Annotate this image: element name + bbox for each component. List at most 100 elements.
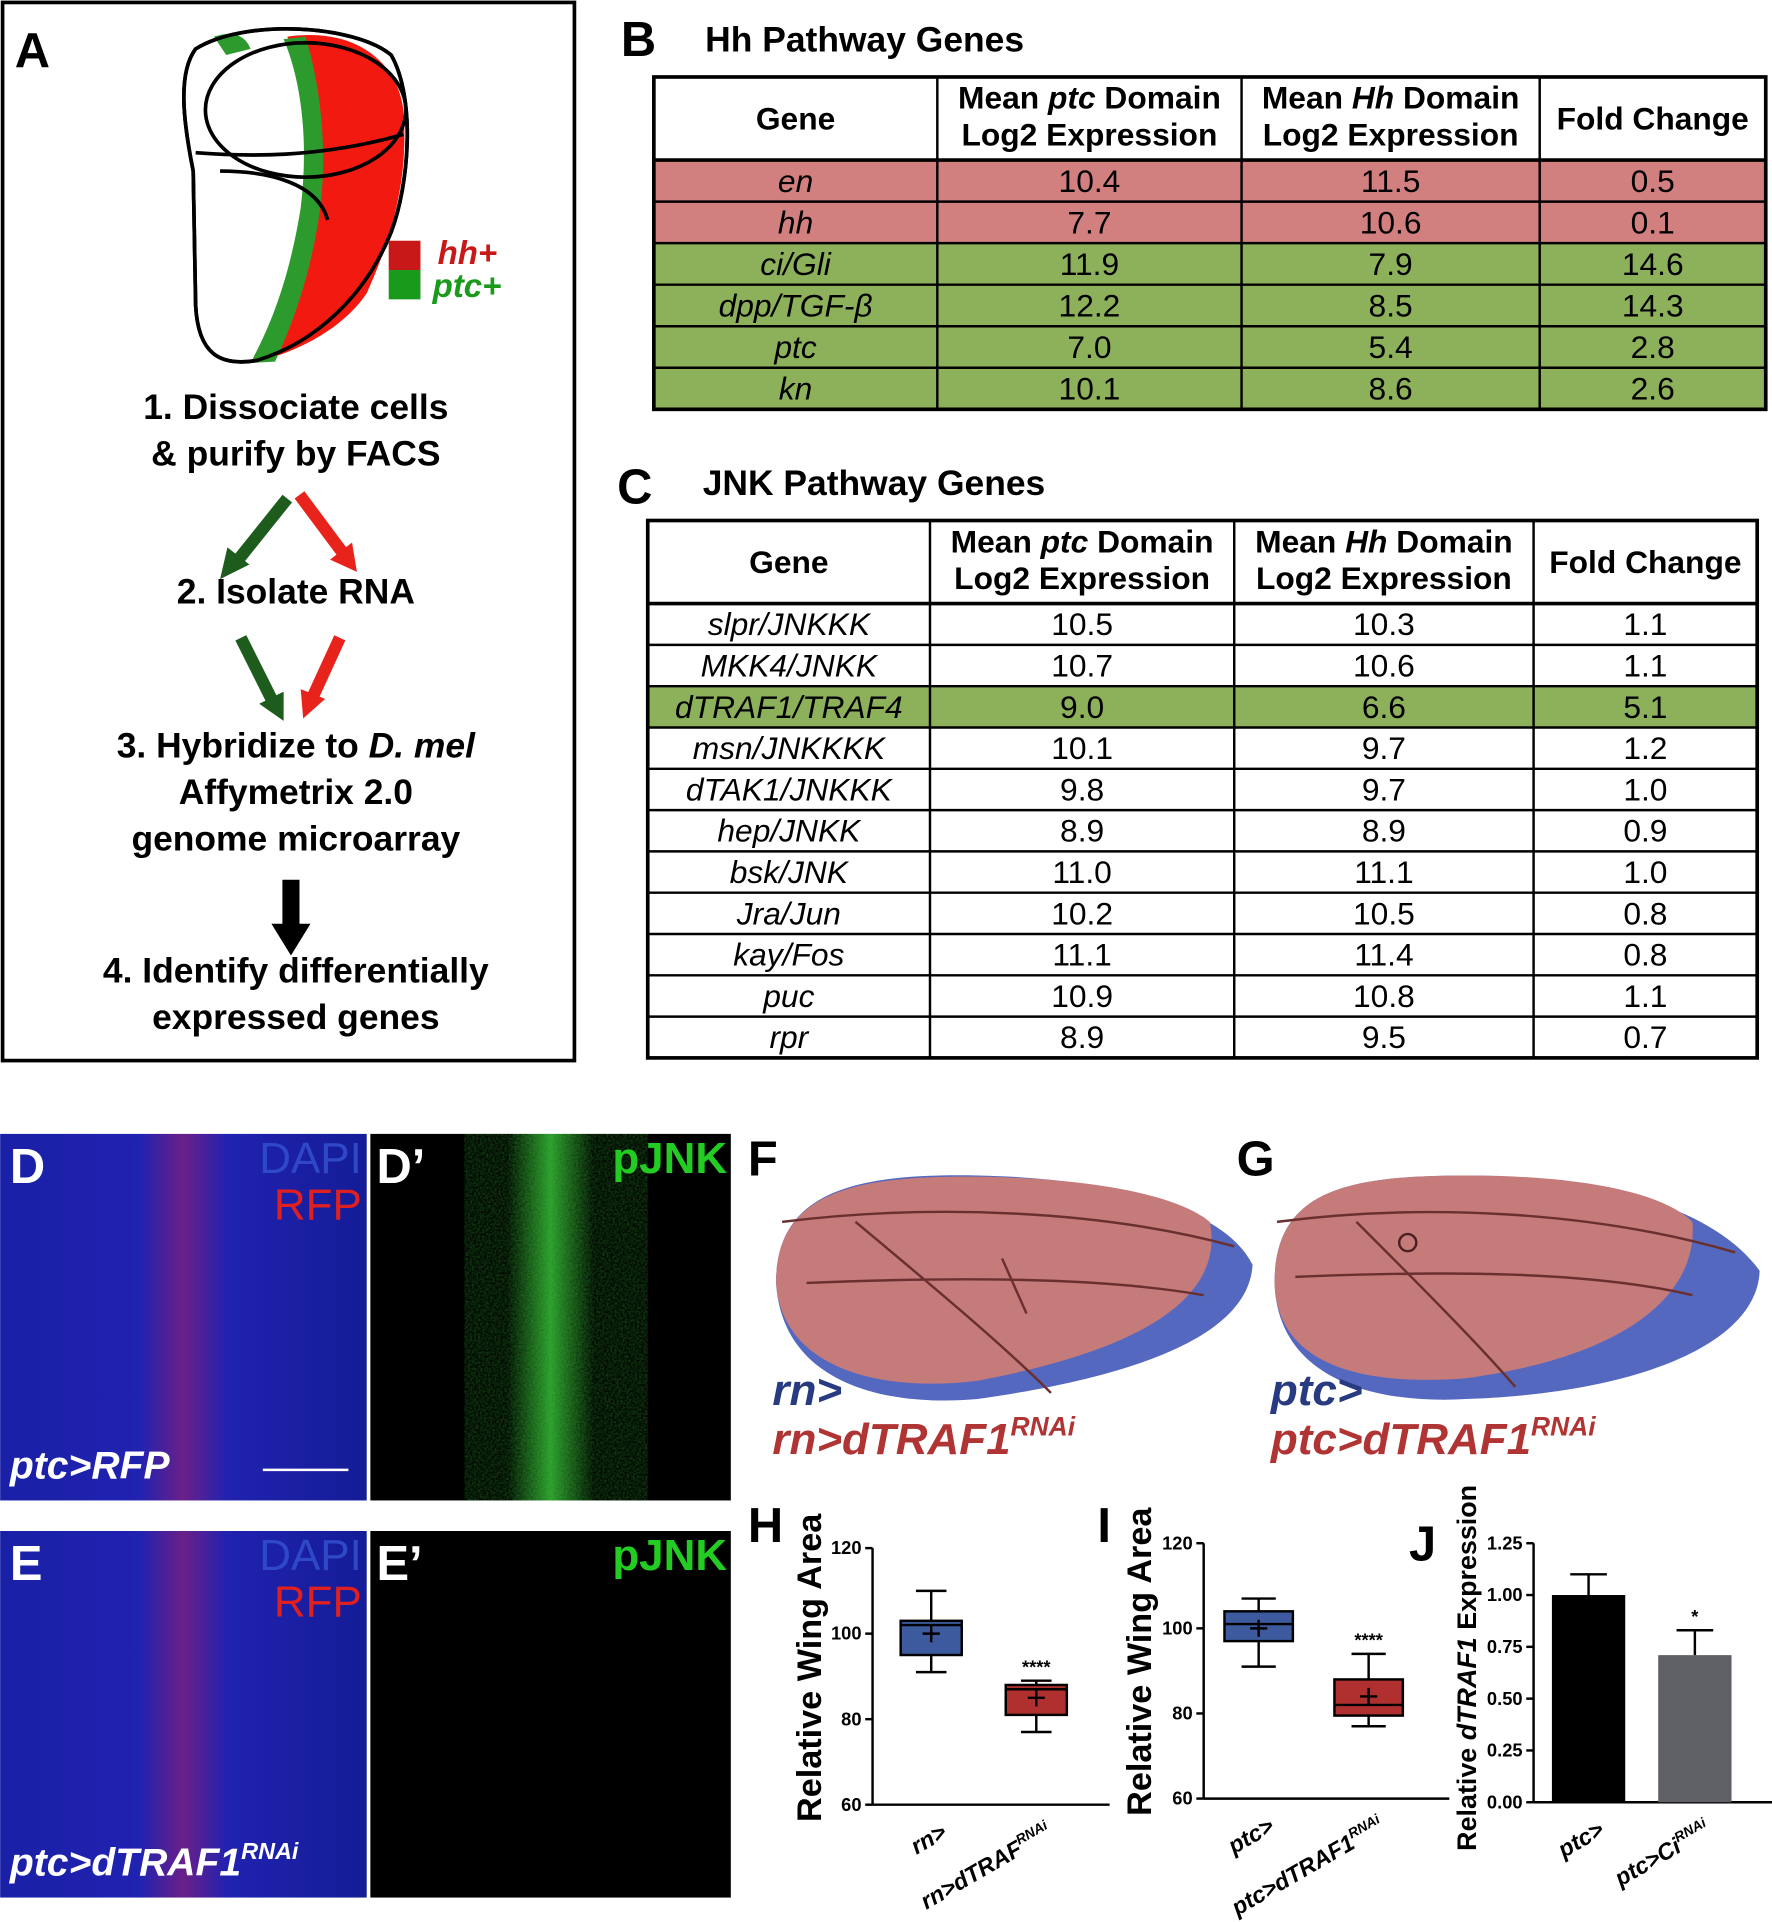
table-cell: 9.8 xyxy=(1060,771,1104,807)
step-text: 4. Identify differentially xyxy=(103,950,489,990)
header-cell: Log2 Expression xyxy=(1256,560,1512,596)
text-part: Domain xyxy=(1088,523,1213,559)
text-part: Mean xyxy=(1262,80,1352,116)
table-cell: 10.3 xyxy=(1353,606,1415,642)
panel-label: J xyxy=(1409,1517,1436,1571)
text-part: rn>dTRAF1 xyxy=(772,1415,1010,1464)
y-tick-label: 1.25 xyxy=(1487,1532,1523,1553)
table-cell: 11.1 xyxy=(1354,854,1413,890)
table-cell: 10.4 xyxy=(1059,163,1121,199)
table-cell: 10.5 xyxy=(1353,895,1415,931)
header-cell: Mean ptc Domain xyxy=(951,523,1214,559)
header-cell: Fold Change xyxy=(1549,544,1741,580)
table-cell: 11.0 xyxy=(1052,854,1111,890)
mean-marker xyxy=(922,1625,940,1643)
table-cell: dTAK1/JNKKK xyxy=(686,771,894,807)
panel-label: B xyxy=(621,13,656,67)
y-axis-label: Relative dTRAF1 Expression xyxy=(1452,1485,1482,1851)
table-cell: 1.2 xyxy=(1623,730,1667,766)
table-cell: 1.0 xyxy=(1623,771,1667,807)
table-title: Hh Pathway Genes xyxy=(705,19,1024,59)
table-cell: 10.2 xyxy=(1051,895,1113,931)
row-fill xyxy=(653,243,1766,285)
text-part: Relative xyxy=(1452,1740,1482,1851)
chart: H Relative Wing Area 6080100120rn>rn>dTRAF… xyxy=(748,1499,1110,1914)
text-part: Domain xyxy=(1096,80,1221,116)
stain-label: pJNK xyxy=(612,1531,727,1580)
legend-label: rn>dTRAF1RNAi xyxy=(772,1412,1075,1464)
table-cell: 6.6 xyxy=(1362,689,1406,725)
x-tick-label: ptc> xyxy=(1552,1816,1608,1863)
table-cell: ptc xyxy=(773,329,816,365)
table-cell: kay/Fos xyxy=(733,937,844,973)
table-cell: Jra/Jun xyxy=(736,895,841,931)
text-part: Domain xyxy=(1394,80,1519,116)
table-cell: 10.9 xyxy=(1051,978,1113,1014)
y-tick-label: 100 xyxy=(1162,1617,1193,1638)
y-tick-label: 100 xyxy=(831,1623,862,1644)
bar xyxy=(1551,1595,1626,1803)
y-tick-label: 0.75 xyxy=(1487,1636,1523,1657)
table-cell: 8.9 xyxy=(1362,813,1406,849)
row-fill xyxy=(653,284,1766,327)
table-cell: puc xyxy=(762,978,814,1014)
x-tick-label: rn> xyxy=(906,1818,951,1859)
table-cell: 7.7 xyxy=(1067,204,1111,240)
speckle xyxy=(464,1133,648,1501)
table-cell: 1.1 xyxy=(1623,606,1667,642)
step-text: Affymetrix 2.0 xyxy=(179,772,413,812)
text-part: Hh xyxy=(1345,523,1387,559)
table-cell: msn/JNKKKK xyxy=(693,730,887,766)
table-cell: 9.7 xyxy=(1362,730,1406,766)
y-tick-label: 80 xyxy=(1172,1703,1192,1724)
table-cell: 11.5 xyxy=(1361,163,1420,199)
table-cell: rpr xyxy=(769,1019,809,1055)
header-cell: Gene xyxy=(756,101,835,137)
table-cell: 0.1 xyxy=(1631,204,1675,240)
table-cell: 0.8 xyxy=(1623,937,1667,973)
table-cell: 9.0 xyxy=(1060,689,1104,725)
legend-label: hh+ xyxy=(438,234,498,271)
significance: * xyxy=(1691,1606,1699,1627)
table-cell: en xyxy=(778,163,813,199)
table-cell: 10.7 xyxy=(1051,648,1113,684)
header-cell: Mean ptc Domain xyxy=(958,80,1221,116)
y-tick-label: 0.25 xyxy=(1487,1740,1523,1761)
text-part: ptc>Ci xyxy=(1609,1833,1685,1892)
step-text: expressed genes xyxy=(152,997,439,1037)
table-cell: 7.0 xyxy=(1067,329,1111,365)
wing xyxy=(1274,1175,1760,1400)
text-part: ptc xyxy=(1047,80,1096,116)
stain-label: DAPI xyxy=(259,1531,362,1580)
legend-label: rn> xyxy=(772,1366,842,1415)
x-tick-label: ptc> xyxy=(1223,1812,1279,1859)
table-cell: kn xyxy=(779,371,813,407)
table-cell: 11.1 xyxy=(1052,937,1111,973)
panel-label: C xyxy=(617,460,652,514)
table-cell: 1.1 xyxy=(1623,978,1667,1014)
stain-label: pJNK xyxy=(612,1134,727,1183)
table-cell: 2.8 xyxy=(1631,329,1675,365)
micrograph xyxy=(0,1531,367,1898)
genotype-label: ptc>dTRAF1RNAi xyxy=(9,1838,299,1884)
mean-marker xyxy=(1250,1619,1268,1637)
row-fill xyxy=(647,686,1758,728)
step-text: 2. Isolate RNA xyxy=(177,572,415,612)
table-cell: 0.9 xyxy=(1623,813,1667,849)
step-text: 3. Hybridize to D. mel xyxy=(117,726,476,766)
text-part: RNAi xyxy=(1671,1814,1709,1845)
y-tick-label: 0.00 xyxy=(1487,1791,1523,1812)
text-part: 3. Hybridize to xyxy=(117,726,369,766)
genotype-label: ptc>RFP xyxy=(9,1444,171,1487)
y-tick-label: 120 xyxy=(831,1537,862,1558)
table-cell: 10.8 xyxy=(1353,978,1415,1014)
y-axis-label: Relative Wing Area xyxy=(1121,1507,1159,1816)
table-cell: hh xyxy=(778,204,813,240)
table-cell: 10.6 xyxy=(1360,204,1422,240)
table-cell: 5.4 xyxy=(1369,329,1413,365)
table-cell: 0.8 xyxy=(1623,895,1667,931)
panel-label: A xyxy=(15,24,50,78)
stain-label: RFP xyxy=(274,1180,362,1229)
row-fill xyxy=(653,367,1766,410)
